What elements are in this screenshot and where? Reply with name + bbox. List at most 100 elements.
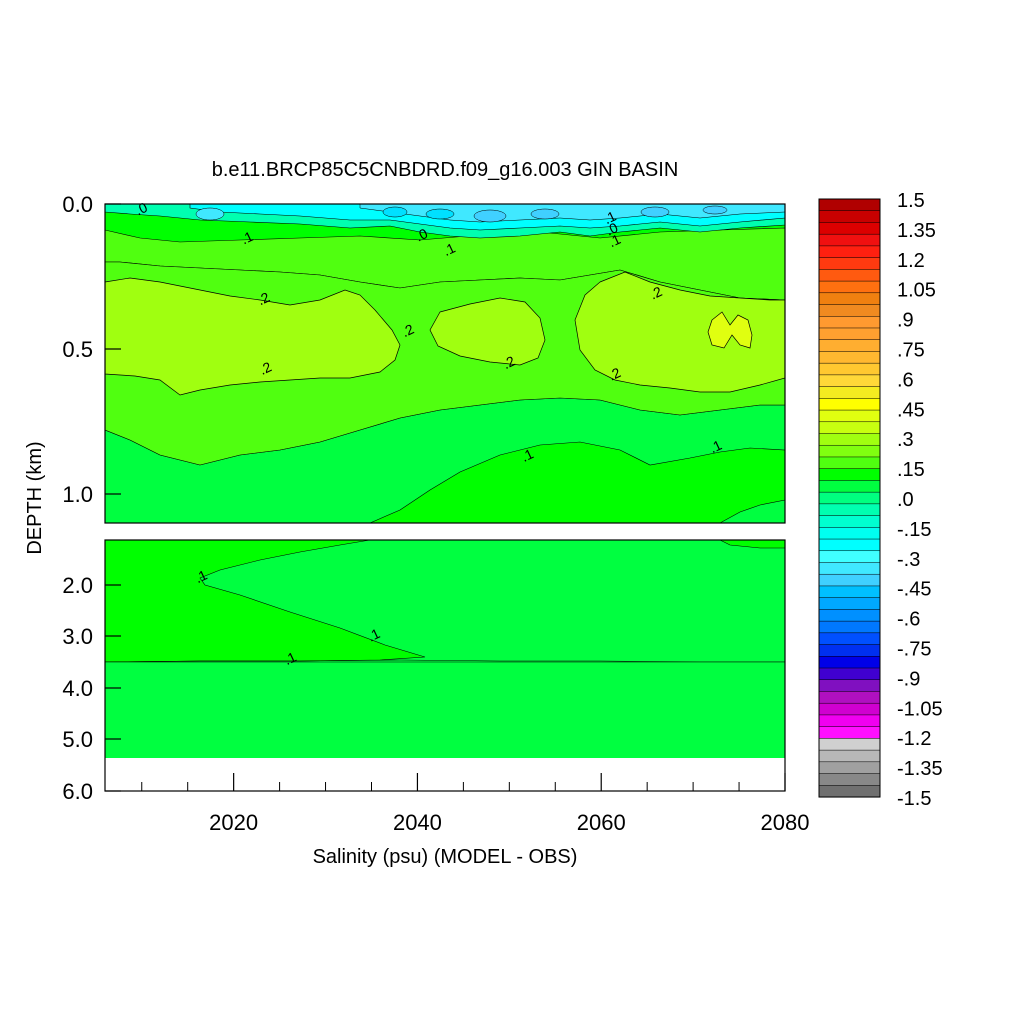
- colorbar-swatch: [818, 527, 881, 540]
- colorbar-swatch: [818, 222, 881, 235]
- colorbar-label: .3: [897, 429, 914, 451]
- colorbar-swatch: [818, 327, 881, 341]
- colorbar-label: -.3: [897, 549, 920, 571]
- colorbar-swatch: [818, 609, 881, 622]
- colorbar-swatch: [818, 491, 881, 505]
- colorbar-swatch: [818, 761, 881, 775]
- x-axis-label: Salinity (psu) (MODEL - OBS): [313, 846, 578, 868]
- colorbar-swatch: [818, 597, 881, 610]
- colorbar-swatch: [818, 398, 881, 411]
- colorbar-label: .45: [897, 399, 925, 421]
- x-tick-label: 2040: [393, 810, 442, 835]
- colorbar-swatch: [818, 632, 881, 646]
- contour-fill-level2-left: [104, 277, 401, 396]
- colorbar-swatch: [818, 280, 881, 294]
- colorbar-swatch: [818, 269, 881, 282]
- colorbar-swatch: [818, 198, 881, 212]
- colorbar-swatch: [818, 550, 881, 564]
- colorbar-label: -.75: [897, 639, 931, 661]
- colorbar-label: .15: [897, 459, 925, 481]
- colorbar-label: -.9: [897, 668, 920, 690]
- contour-fill-level2-mid: [429, 297, 546, 366]
- colorbar-swatch: [818, 245, 881, 259]
- colorbar-swatch: [818, 573, 881, 587]
- lower-missing-band: [105, 758, 785, 791]
- chart-title: b.e11.BRCP85C5CNBDRD.f09_g16.003 GIN BAS…: [212, 159, 679, 181]
- lower-frame: [104, 539, 786, 792]
- colorbar-swatch: [818, 667, 881, 681]
- surface-eddies: [195, 205, 728, 223]
- colorbar-swatch: [818, 726, 881, 739]
- colorbar-swatch: [818, 468, 881, 481]
- colorbar-label: .0: [897, 489, 914, 511]
- y-tick-label: 0.0: [62, 192, 93, 217]
- colorbar-swatch: [818, 749, 881, 763]
- y-axis: 0.0 0.5 1.0 2.0 3.0 4.0 5.0 6.0: [62, 192, 121, 804]
- colorbar-swatch: [818, 456, 881, 470]
- colorbar-label: -.15: [897, 519, 931, 541]
- colorbar-swatch: [818, 585, 881, 599]
- colorbar-swatch: [818, 233, 881, 247]
- colorbar-label: 1.35: [897, 220, 936, 242]
- colorbar-swatch: [818, 362, 881, 376]
- x-tick-label: 2060: [577, 810, 626, 835]
- colorbar-swatch: [818, 304, 881, 317]
- contour-fill-level3: [707, 311, 753, 349]
- colorbar-swatch: [818, 679, 881, 693]
- y-tick-label: 5.0: [62, 727, 93, 752]
- y-tick-label: 6.0: [62, 779, 93, 804]
- y-tick-label: 4.0: [62, 676, 93, 701]
- colorbar-label: .75: [897, 340, 925, 362]
- colorbar-label: -.6: [897, 609, 920, 631]
- y-tick-label: 2.0: [62, 573, 93, 598]
- y-tick-label: 1.0: [62, 482, 93, 507]
- lower-panel: [104, 539, 786, 792]
- colorbar-swatch: [818, 210, 881, 224]
- colorbar-swatch: [818, 292, 881, 306]
- colorbar-swatch: [818, 503, 881, 517]
- colorbar-label: 1.5: [897, 190, 925, 212]
- colorbar-frame: [818, 198, 881, 798]
- colorbar-swatch: [818, 644, 881, 657]
- colorbar-swatch: [818, 480, 881, 493]
- colorbar-swatch: [818, 538, 881, 552]
- colorbar-swatch: [818, 714, 881, 728]
- colorbar-label: -1.5: [897, 788, 931, 810]
- colorbar-swatch: [818, 702, 881, 716]
- colorbar-swatch: [818, 386, 881, 399]
- x-tick-label: 2080: [761, 810, 810, 835]
- colorbar-label: 1.2: [897, 250, 925, 272]
- colorbar-swatch: [818, 316, 881, 329]
- colorbar-swatch: [818, 620, 881, 634]
- colorbar-swatch: [818, 444, 881, 458]
- contour-fill-level2-right: [574, 271, 786, 393]
- colorbar-label: -1.35: [897, 758, 943, 780]
- colorbar-swatch: [818, 351, 881, 364]
- lower-deep-field: [105, 662, 785, 758]
- colorbar-swatch: [818, 515, 881, 528]
- colorbar-labels: 1.5 1.35 1.2 1.05 .9 .75 .6 .45 .3 .15 .0 -.15 -.3 -.…: [897, 190, 943, 810]
- upper-frame: [104, 203, 786, 524]
- colorbar-label: -.45: [897, 579, 931, 601]
- colorbar-swatch: [818, 433, 881, 446]
- colorbar-swatch: [818, 738, 881, 751]
- colorbar-swatch: [818, 691, 881, 704]
- colorbar-swatch: [818, 785, 881, 798]
- colorbar-label: .9: [897, 310, 914, 332]
- colorbar-swatch: [818, 562, 881, 575]
- colorbar-label: -1.2: [897, 728, 931, 750]
- colorbar-swatch: [818, 656, 881, 669]
- x-axis: 2020 2040 2060 2080: [141, 773, 810, 835]
- colorbar-label: .6: [897, 369, 914, 391]
- colorbar-swatch: [818, 773, 881, 786]
- x-tick-label: 2020: [209, 810, 258, 835]
- upper-panel: [104, 203, 786, 524]
- colorbar-swatch: [818, 257, 881, 270]
- colorbar-label: -1.05: [897, 698, 943, 720]
- colorbar: [818, 198, 881, 798]
- colorbar-swatch: [818, 421, 881, 435]
- y-axis-label: DEPTH (km): [24, 441, 46, 554]
- colorbar-swatch: [818, 339, 881, 352]
- colorbar-swatch: [818, 374, 881, 388]
